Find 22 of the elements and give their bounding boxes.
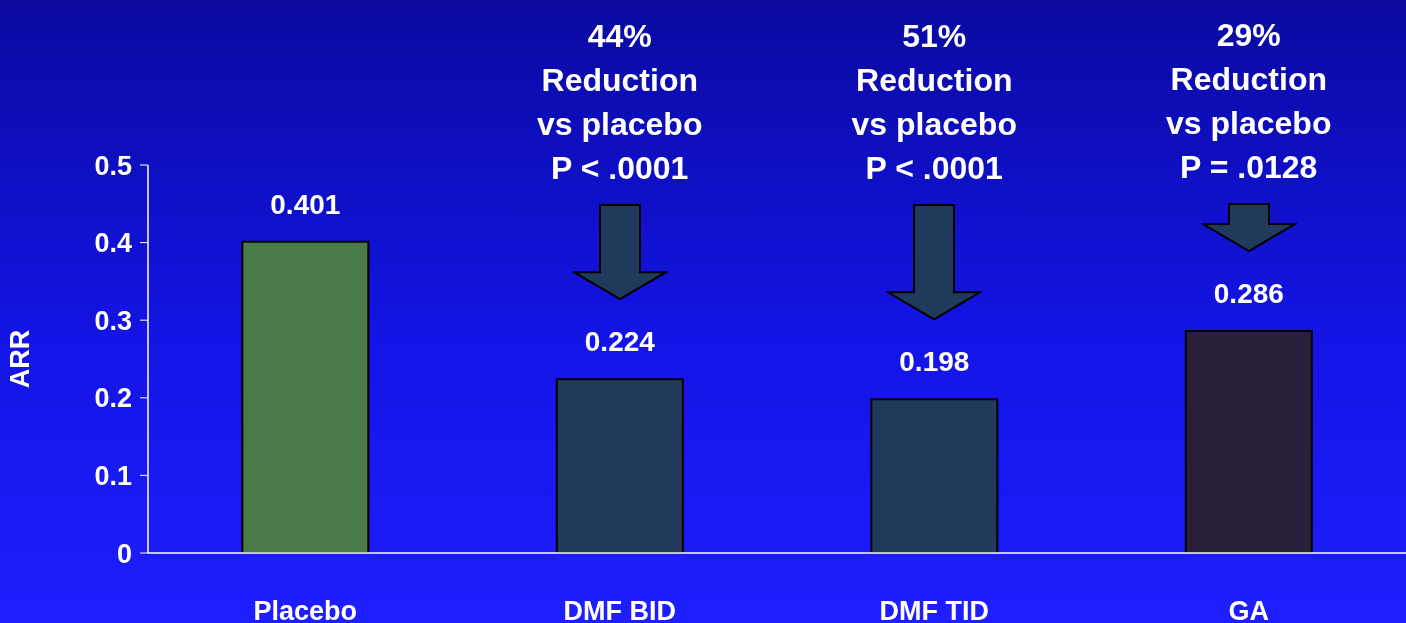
x-tick-label: GA [1228, 596, 1269, 623]
x-tick-label: DMF TID [879, 596, 989, 623]
bar [1184, 330, 1313, 553]
data-label: 0.198 [899, 346, 970, 378]
data-label: 0.286 [1213, 278, 1284, 310]
y-axis-title: ARR [4, 329, 35, 389]
annotation: 51% Reduction vs placebo P < .0001 [850, 17, 1018, 188]
data-label: 0.401 [270, 188, 341, 220]
x-tick-label: DMF BID [563, 596, 676, 623]
y-tick-label: 0.5 [94, 150, 132, 181]
annotation: 29% Reduction vs placebo P = .0128 [1165, 16, 1333, 188]
y-tick-label: 0 [116, 538, 132, 569]
y-tick-label: 0.1 [94, 460, 132, 491]
data-label: 0.224 [584, 326, 656, 358]
y-tick-label: 0.4 [94, 228, 132, 259]
bar [241, 240, 370, 553]
x-tick-label: Placebo [253, 596, 358, 623]
bar [555, 378, 684, 553]
y-tick-label: 0.3 [94, 305, 132, 336]
bar [870, 398, 999, 553]
y-tick-label: 0.2 [94, 383, 132, 414]
annotation: 44% Reduction vs placebo P < .0001 [536, 17, 704, 188]
